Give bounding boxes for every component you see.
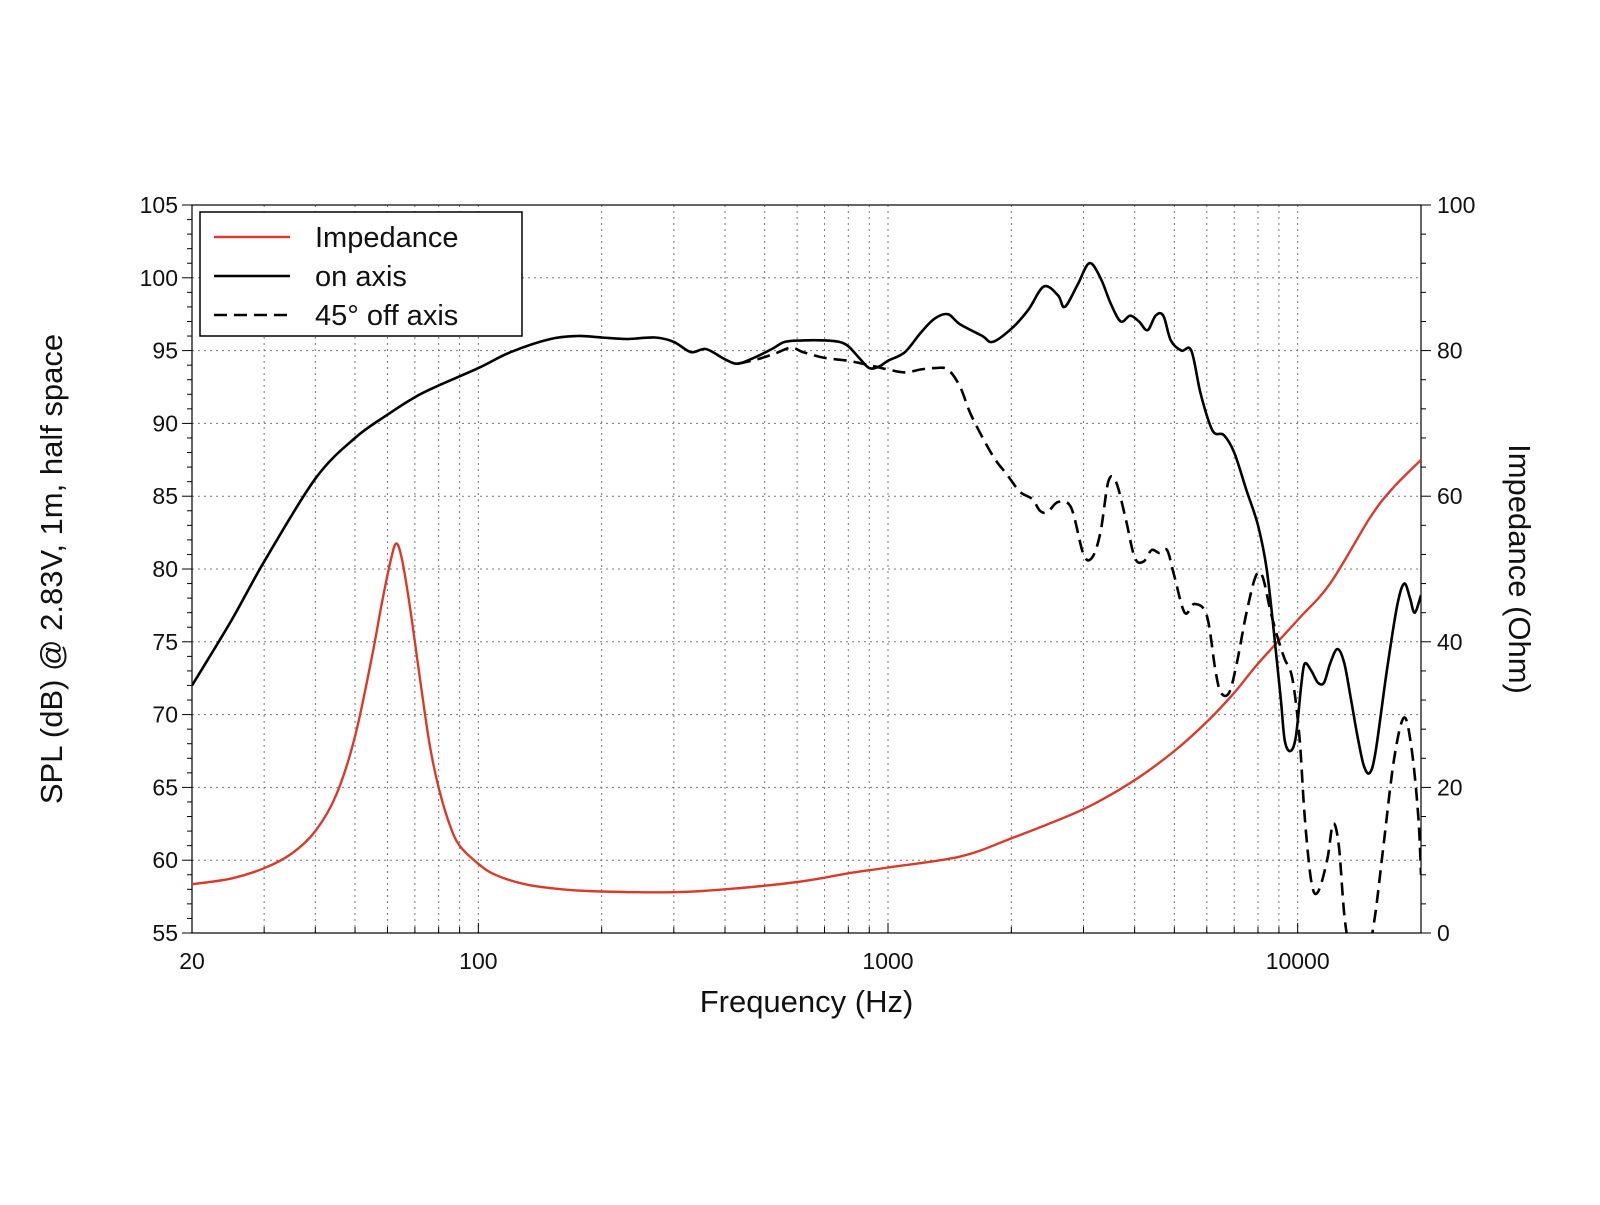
x-tick-label: 1000 [862,948,913,974]
x-tick-label: 20 [179,948,205,974]
y2-tick-label: 0 [1437,920,1450,946]
y-tick-label: 105 [140,192,178,218]
series-layer [192,261,1421,933]
off-axis-curve [737,346,1348,933]
legend-label-off-axis: 45° off axis [315,300,458,332]
legend-box [199,211,523,337]
y2-tick-label: 40 [1437,629,1463,655]
impedance-curve [192,458,1421,894]
x-axis-title: Frequency (Hz) [700,984,914,1019]
y2-axis-title: Impedance (Ohm) [1502,444,1537,694]
y-tick-label: 55 [152,920,178,946]
y-axis-title: SPL (dB) @ 2.83V, 1m, half space [34,334,69,804]
y-tick-label: 100 [140,265,178,291]
x-tick-label: 100 [459,948,497,974]
y-tick-label: 80 [152,556,178,582]
legend: Impedance on axis 45° off axis [199,211,523,337]
y-tick-label: 75 [152,629,178,655]
y-tick-label: 65 [152,774,178,800]
legend-label-on-axis: on axis [315,261,407,293]
y-tick-label: 85 [152,483,178,509]
y2-tick-label: 80 [1437,338,1463,364]
y2-tick-label: 20 [1437,774,1463,800]
on-axis-curve [192,261,1421,775]
legend-label-impedance: Impedance [315,222,459,254]
x-tick-label: 10000 [1266,948,1330,974]
y2-tick-label: 60 [1437,483,1463,509]
ticks-layer: 20 100 1000 10000 55 60 65 70 75 80 85 90 95 100 105 0 2… [140,192,1476,974]
y-tick-label: 60 [152,847,178,873]
y-tick-label: 90 [152,410,178,436]
off-axis-curve-high [1371,716,1421,933]
y-tick-label: 95 [152,338,178,364]
y2-tick-label: 100 [1437,192,1475,218]
y-tick-label: 70 [152,702,178,728]
